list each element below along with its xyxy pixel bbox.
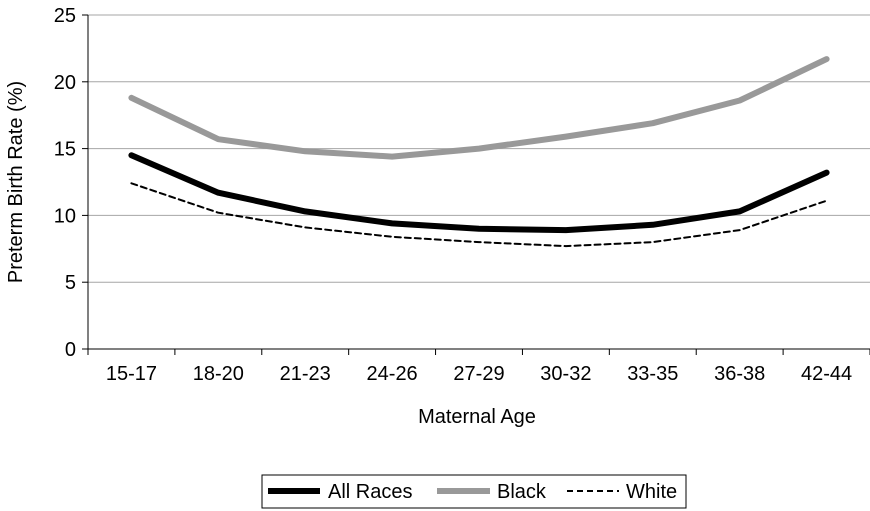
legend-item: White [567, 481, 677, 503]
x-tick-label: 18-20 [193, 363, 244, 385]
y-tick-label: 15 [54, 139, 76, 161]
x-tick-label: 21-23 [280, 363, 331, 385]
legend-label: White [626, 481, 677, 503]
legend-item: Black [437, 481, 547, 503]
series-all-races [128, 152, 830, 234]
axes [82, 14, 870, 355]
x-axis-title: Maternal Age [418, 406, 536, 428]
x-tick-label: 42-44 [801, 363, 852, 385]
legend-label: Black [497, 481, 547, 503]
tick-labels: 0 5 10 15 20 25 15-17 18-20 21-23 24-26 27-29 30-32… [54, 5, 852, 385]
series-white [130, 182, 828, 248]
legend-item: All Races [268, 481, 412, 503]
x-tick-label: 24-26 [367, 363, 418, 385]
series-line [128, 152, 830, 234]
legend: All Races Black White [261, 474, 687, 509]
x-tick-label: 15-17 [106, 363, 157, 385]
series-line [128, 56, 830, 160]
x-tick-label: 33-35 [627, 363, 678, 385]
x-tick-label: 36-38 [714, 363, 765, 385]
y-tick-label: 10 [54, 205, 76, 227]
x-tick-label: 27-29 [453, 363, 504, 385]
series-lines [128, 56, 830, 248]
y-tick-label: 5 [65, 272, 76, 294]
x-tick-label: 30-32 [540, 363, 591, 385]
legend-label: All Races [328, 481, 412, 503]
y-tick-label: 0 [65, 339, 76, 361]
y-tick-label: 25 [54, 5, 76, 27]
series-black [128, 56, 830, 160]
y-axis-title: Preterm Birth Rate (%) [5, 81, 27, 283]
y-tick-label: 20 [54, 72, 76, 94]
